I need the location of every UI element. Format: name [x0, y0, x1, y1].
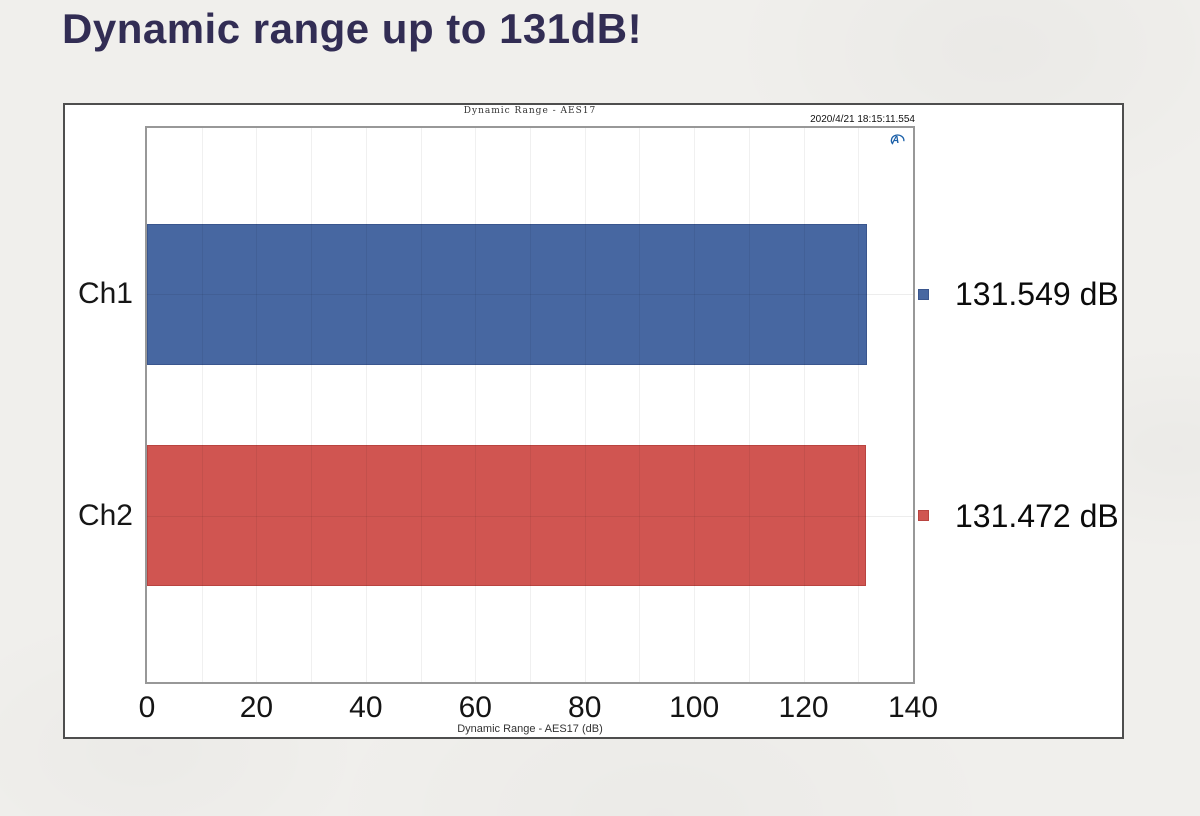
x-axis-ticks: 0 20 40 60 80 100 120 140	[139, 690, 938, 726]
x-tick-140: 140	[887, 691, 939, 724]
gridline-vertical	[858, 128, 860, 682]
chart-header-title: Dynamic Range - AES17	[463, 106, 597, 116]
audio-precision-logo-icon: A	[890, 134, 905, 146]
x-tick-20: 20	[239, 691, 274, 724]
svg-text:A: A	[891, 135, 899, 146]
plot-area: A	[145, 126, 915, 684]
gridline-horizontal	[147, 294, 913, 296]
chart-timestamp: 2020/4/21 18:15:11.554	[810, 114, 915, 125]
x-tick-100: 100	[669, 691, 720, 724]
gridline-vertical	[475, 128, 477, 682]
x-tick-0: 0	[138, 691, 156, 724]
gridline-vertical	[694, 128, 696, 682]
gridline-vertical	[311, 128, 313, 682]
category-label-ch1: Ch1	[77, 277, 133, 311]
gridline-vertical	[584, 128, 586, 682]
gridline-vertical	[530, 128, 531, 682]
value-label-ch2: 131.472 dB	[955, 497, 1119, 534]
gridline-vertical	[365, 128, 367, 682]
chart-panel: Dynamic Range - AES17 2020/4/21 18:15:11…	[63, 103, 1124, 739]
bar-ch2	[147, 445, 867, 587]
x-tick-60: 60	[458, 691, 492, 724]
x-tick-40: 40	[349, 691, 383, 724]
category-label-ch2: Ch2	[77, 498, 133, 532]
x-tick-80: 80	[568, 691, 602, 724]
gridline-vertical	[420, 128, 422, 682]
x-axis-label: Dynamic Range - AES17 (dB)	[457, 723, 603, 735]
gridline-vertical	[639, 128, 641, 682]
x-tick-120: 120	[778, 691, 829, 724]
page-title: Dynamic range up to 131dB!	[62, 5, 643, 52]
value-label-ch1: 131.549 dB	[955, 276, 1119, 313]
gridline-vertical	[201, 128, 203, 682]
gridline-vertical	[748, 128, 750, 682]
bar-ch1	[147, 223, 867, 365]
gridline-vertical	[256, 128, 258, 682]
gridline-vertical	[803, 128, 805, 682]
series-marker-ch2-icon	[918, 510, 929, 522]
gridline-horizontal	[147, 515, 913, 517]
series-marker-ch1-icon	[918, 288, 929, 300]
